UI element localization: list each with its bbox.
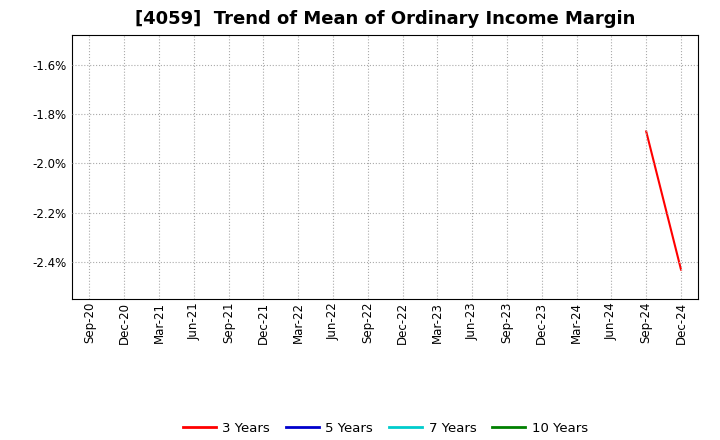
Legend: 3 Years, 5 Years, 7 Years, 10 Years: 3 Years, 5 Years, 7 Years, 10 Years <box>177 417 593 440</box>
Title: [4059]  Trend of Mean of Ordinary Income Margin: [4059] Trend of Mean of Ordinary Income … <box>135 10 635 28</box>
